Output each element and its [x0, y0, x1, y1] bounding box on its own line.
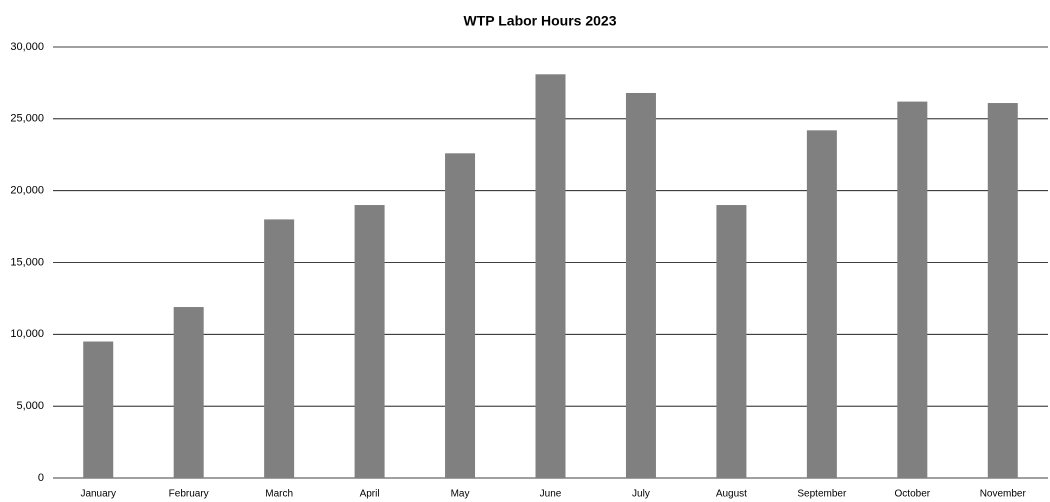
- y-tick-label: 0: [38, 472, 44, 484]
- bar: [535, 74, 566, 479]
- bar: [897, 101, 928, 479]
- y-tick-label: 20,000: [10, 185, 44, 197]
- x-tick-label: May: [451, 489, 470, 500]
- x-tick-label: July: [632, 489, 650, 500]
- bar: [987, 103, 1018, 478]
- bar: [264, 219, 295, 478]
- y-tick-label: 10,000: [10, 328, 44, 340]
- x-tick-label: August: [716, 489, 747, 500]
- y-tick-label: 25,000: [10, 113, 44, 125]
- bar: [806, 130, 837, 478]
- x-tick-label: March: [265, 489, 293, 500]
- x-tick-label: January: [80, 489, 116, 500]
- bar: [716, 205, 747, 479]
- chart-title: WTP Labor Hours 2023: [463, 13, 616, 29]
- x-tick-label: October: [895, 489, 931, 500]
- y-tick-label: 15,000: [10, 256, 44, 268]
- bar: [625, 92, 656, 479]
- bar: [354, 205, 385, 479]
- x-tick-label: June: [540, 489, 562, 500]
- bar: [83, 341, 114, 478]
- bar: [445, 153, 476, 478]
- x-tick-label: February: [169, 489, 209, 500]
- bar: [173, 307, 204, 478]
- x-tick-label: April: [360, 489, 380, 500]
- x-tick-label: September: [797, 489, 847, 500]
- y-tick-label: 30,000: [10, 41, 44, 53]
- x-tick-label: November: [980, 489, 1027, 500]
- y-tick-label: 5,000: [16, 400, 44, 412]
